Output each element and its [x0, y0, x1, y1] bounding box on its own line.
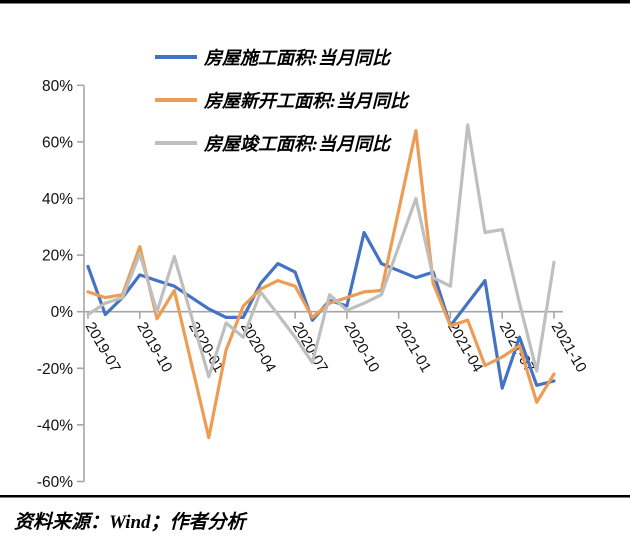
- x-tick-label: 2020-07: [289, 319, 331, 375]
- y-tick-label: -20%: [37, 361, 73, 378]
- legend-item-construction: 房屋施工面积:当月同比: [155, 48, 392, 68]
- legend-item-completions: 房屋竣工面积:当月同比: [155, 134, 392, 154]
- y-tick-label: -40%: [37, 417, 73, 434]
- series-line-2: [86, 123, 556, 379]
- legend-label: 房屋施工面积:当月同比: [203, 48, 392, 68]
- top-border-line: [0, 0, 630, 4]
- legend-label: 房屋新开工面积:当月同比: [203, 91, 410, 111]
- legend-label: 房屋竣工面积:当月同比: [203, 134, 392, 154]
- x-tick-label: 2020-04: [237, 319, 279, 375]
- chart-series: [86, 123, 556, 440]
- y-tick-label: 0%: [51, 304, 74, 321]
- x-tick-label: 2019-07: [82, 319, 124, 375]
- x-tick-label: 2021-10: [548, 319, 590, 375]
- y-tick-label: 20%: [42, 248, 73, 265]
- x-tick-label: 2021-04: [444, 319, 486, 375]
- series-line-1: [86, 129, 556, 440]
- legend-item-new-starts: 房屋新开工面积:当月同比: [155, 91, 410, 111]
- y-tick-label: -60%: [37, 474, 73, 491]
- chart-legend: 房屋施工面积:当月同比 房屋新开工面积:当月同比 房屋竣工面积:当月同比: [155, 48, 410, 154]
- y-tick-label: 40%: [42, 191, 73, 208]
- y-tick-label: 80%: [42, 78, 73, 95]
- bottom-border-line: [0, 495, 630, 498]
- x-tick-label: 2020-10: [340, 319, 382, 375]
- x-tick-label: 2019-10: [133, 319, 175, 375]
- source-note: 资料来源：Wind；作者分析: [14, 511, 249, 533]
- y-tick-label: 60%: [42, 134, 73, 151]
- x-tick-label: 2021-01: [392, 319, 434, 375]
